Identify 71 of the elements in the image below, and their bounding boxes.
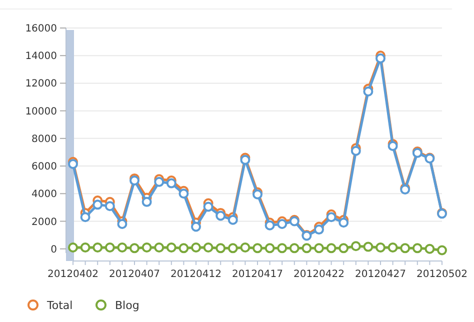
point xyxy=(216,210,226,221)
point xyxy=(142,242,152,252)
point xyxy=(130,243,140,254)
point xyxy=(92,200,103,210)
y-tick-label: 14000 xyxy=(25,51,57,62)
x-tick-label: 20120412 xyxy=(170,269,222,280)
point xyxy=(388,242,398,252)
point xyxy=(154,176,164,187)
point xyxy=(424,244,435,254)
y-tick-label: 4000 xyxy=(32,189,57,200)
point xyxy=(314,224,324,235)
point xyxy=(117,219,128,230)
point xyxy=(277,219,288,230)
point xyxy=(104,242,115,252)
point xyxy=(376,242,386,252)
x-tick-label: 20120402 xyxy=(48,269,98,280)
y-tick-label: 0 xyxy=(50,244,57,256)
point xyxy=(363,86,374,96)
x-tick-label: 20120417 xyxy=(232,269,283,280)
point xyxy=(338,218,349,228)
point xyxy=(117,242,128,252)
point xyxy=(264,220,275,230)
y-tick-label: 16000 xyxy=(25,24,57,34)
point xyxy=(277,243,288,254)
y-tick-label: 2000 xyxy=(32,216,57,228)
x-tick-label: 20120502 xyxy=(416,269,468,280)
point xyxy=(191,242,201,252)
y-tick-label: 6000 xyxy=(32,162,57,173)
x-tick-label: 20120422 xyxy=(294,269,344,280)
point xyxy=(314,243,324,254)
x-tick-label: 20120427 xyxy=(355,269,406,280)
point xyxy=(178,243,189,254)
point xyxy=(166,242,176,252)
point xyxy=(264,243,275,254)
point xyxy=(178,188,189,199)
point xyxy=(338,243,349,254)
point xyxy=(203,202,214,212)
point xyxy=(437,245,447,256)
point xyxy=(203,242,214,252)
point xyxy=(166,178,176,188)
point xyxy=(92,242,103,252)
point xyxy=(363,242,374,252)
legend-label: Blog xyxy=(115,299,140,312)
point xyxy=(289,243,300,254)
y-tick-label: 12000 xyxy=(25,78,57,90)
point xyxy=(376,53,386,64)
point xyxy=(80,212,90,222)
point xyxy=(350,146,361,156)
point xyxy=(130,176,140,186)
point xyxy=(350,241,361,252)
point xyxy=(68,242,78,252)
point xyxy=(252,243,262,254)
point xyxy=(228,243,238,254)
y-tick-label: 10000 xyxy=(25,106,57,118)
point xyxy=(388,141,398,152)
point xyxy=(154,242,164,252)
point xyxy=(302,243,312,254)
point xyxy=(216,243,226,254)
point xyxy=(412,243,422,254)
point xyxy=(228,214,238,225)
point xyxy=(191,222,201,232)
point xyxy=(240,242,250,252)
point xyxy=(400,243,410,254)
point xyxy=(326,243,336,254)
y-tick-label: 8000 xyxy=(32,134,57,145)
point xyxy=(142,196,152,207)
point xyxy=(80,242,90,252)
point xyxy=(104,201,115,212)
point xyxy=(326,212,336,222)
x-tick-label: 20120407 xyxy=(109,269,160,280)
legend-label: Total xyxy=(46,299,73,312)
